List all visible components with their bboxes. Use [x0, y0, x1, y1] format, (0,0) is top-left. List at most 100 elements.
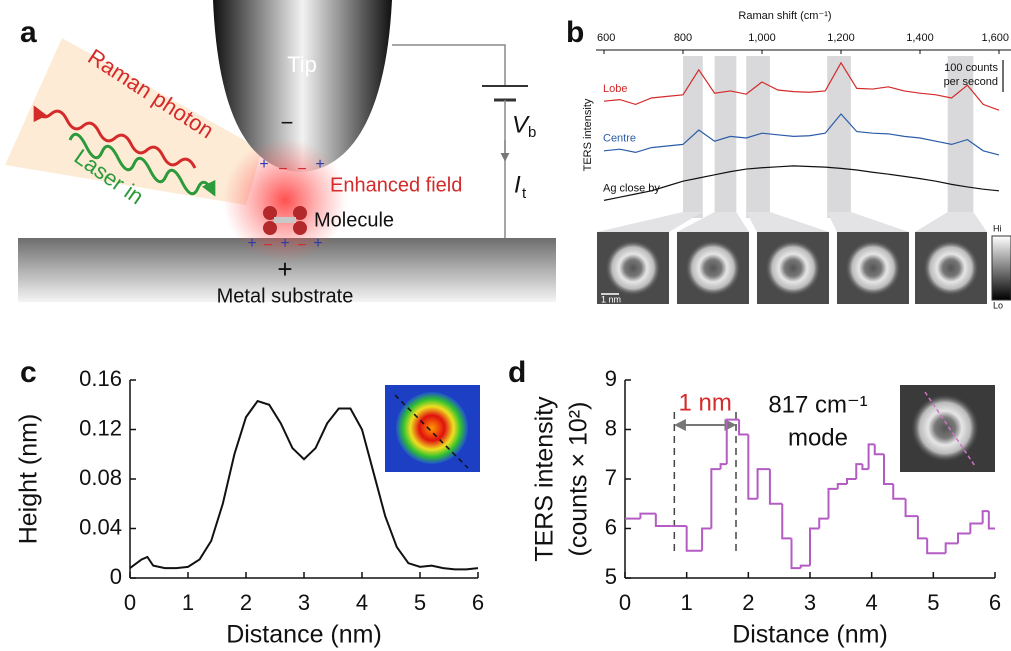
step	[944, 542, 958, 554]
x-tick-label: 1	[182, 590, 194, 615]
band-connector	[677, 212, 749, 232]
charge: +	[313, 235, 322, 252]
series-label: Centre	[603, 133, 636, 145]
step	[855, 463, 863, 479]
x-tick-label: 600	[597, 32, 615, 44]
step	[799, 564, 810, 569]
y-tick-label: 5	[605, 564, 617, 589]
schematic: Raman photon Laser in Tip − + − − + Enha…	[5, 0, 556, 307]
step	[719, 463, 727, 470]
y-tick-label: 7	[605, 465, 617, 490]
band-connector	[827, 212, 909, 232]
step	[701, 527, 712, 551]
tip-label: Tip	[287, 52, 317, 77]
band	[683, 56, 703, 218]
image-ring	[845, 240, 901, 296]
x-tick-label: 0	[619, 590, 631, 615]
image-ring	[685, 240, 741, 296]
tip-sign: −	[281, 110, 294, 135]
series-label: Ag close by	[603, 182, 660, 194]
charge: +	[247, 235, 256, 252]
panel-letter: d	[508, 356, 526, 389]
step	[790, 538, 801, 570]
y-axis-title: TERS intensity	[582, 98, 594, 171]
scale-bar-label: 100 counts	[944, 62, 998, 74]
colorbar-label: Hi	[993, 223, 1002, 233]
step	[781, 503, 792, 540]
raman-wave	[33, 105, 197, 169]
y-tick-label: 0	[110, 564, 122, 589]
panel-letter: c	[20, 356, 37, 389]
step	[809, 527, 820, 566]
step	[738, 419, 749, 436]
step	[904, 498, 918, 518]
y-tick-label: 0.16	[79, 366, 122, 391]
colorbar-label: Lo	[993, 300, 1003, 310]
step	[710, 468, 721, 529]
step	[725, 418, 740, 465]
panel-letter: a	[20, 16, 37, 49]
annotation: mode	[788, 424, 848, 451]
y-axis-title: (counts × 10²)	[565, 402, 593, 557]
x-tick-label: 6	[989, 590, 1001, 615]
x-tick-label: 1,600	[981, 32, 1009, 44]
charge: +	[259, 156, 268, 173]
step	[846, 478, 857, 484]
spectrum	[603, 61, 1000, 111]
step	[981, 510, 989, 524]
step	[818, 517, 829, 529]
x-tick-label: 4	[866, 590, 878, 615]
annotation: 817 cm⁻¹	[768, 391, 867, 418]
molecule-icon	[263, 206, 307, 235]
step	[969, 522, 983, 534]
x-tick-label: 6	[472, 590, 484, 615]
bias-subscript: b	[528, 124, 536, 141]
band-connector	[746, 212, 829, 232]
laser-beam	[5, 38, 262, 205]
step	[756, 468, 770, 499]
y-tick-label: 0.12	[79, 415, 122, 440]
step	[685, 526, 703, 552]
band	[947, 56, 974, 218]
x-axis-title: Distance (nm)	[226, 621, 382, 649]
charge: +	[280, 235, 289, 252]
y-tick-label: 9	[605, 366, 617, 391]
charge: +	[315, 156, 324, 173]
height-inset	[385, 385, 480, 472]
step	[883, 454, 894, 485]
x-tick-label: 1,400	[906, 32, 934, 44]
step	[639, 512, 656, 519]
step	[957, 532, 971, 544]
band-connector	[915, 212, 987, 232]
y-tick-label: 0.04	[79, 514, 122, 539]
step	[747, 434, 758, 500]
bias-label: V	[512, 111, 530, 138]
step	[916, 516, 928, 540]
enhanced-label: Enhanced field	[330, 174, 462, 196]
x-tick-label: 2	[240, 590, 252, 615]
charge: −	[263, 237, 272, 254]
y-tick-label: 8	[605, 415, 617, 440]
step	[836, 482, 847, 489]
x-tick-label: 5	[927, 590, 939, 615]
step	[768, 469, 783, 505]
scale-bar-label: per second	[944, 76, 998, 88]
band-connector	[597, 212, 703, 232]
x-tick-label: 3	[298, 590, 310, 615]
image-ring	[923, 240, 979, 296]
step	[654, 513, 672, 528]
x-tick-label: 1	[681, 590, 693, 615]
step	[892, 483, 906, 500]
x-tick-label: 2	[742, 590, 754, 615]
x-tick-label: 1,000	[748, 32, 776, 44]
x-tick-label: 5	[414, 590, 426, 615]
colorbar	[991, 235, 1011, 301]
panel-letter: b	[566, 16, 584, 49]
x-axis-title: Distance (nm)	[732, 621, 888, 649]
image-scale-label: 1 nm	[601, 294, 621, 304]
band	[714, 56, 737, 218]
image-ring	[605, 240, 661, 296]
image-ring	[765, 240, 821, 296]
spectrum	[603, 113, 1000, 156]
